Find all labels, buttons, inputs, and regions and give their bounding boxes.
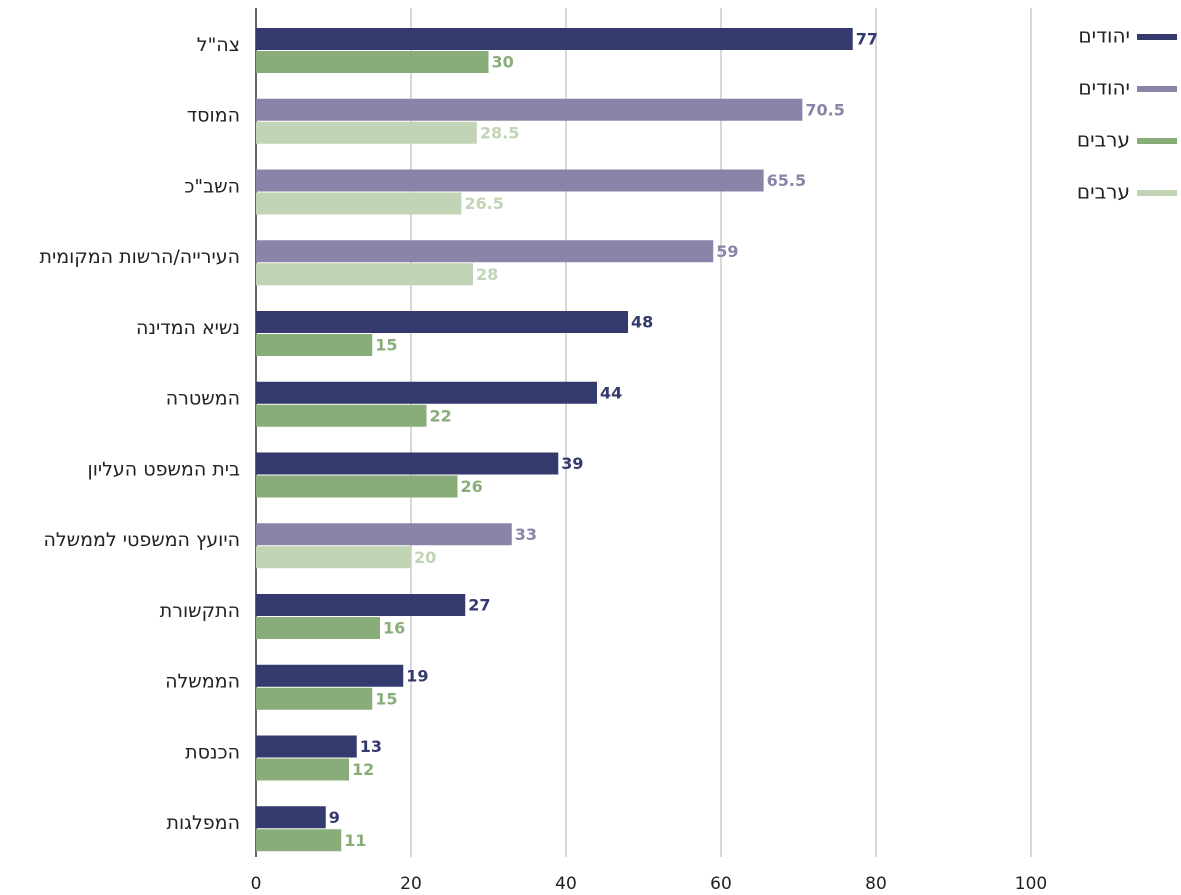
value-label: 65.5: [767, 171, 806, 190]
y-tick-label: השב"כ: [184, 175, 240, 197]
bar: [256, 51, 489, 73]
bar: [256, 192, 462, 215]
x-tick-label: 20: [400, 874, 422, 894]
value-label: 70.5: [805, 100, 844, 119]
legend-label: ערבים: [1077, 180, 1130, 204]
bar: [256, 829, 342, 852]
value-label: 26.5: [464, 194, 503, 213]
y-tick-label: המוסד: [187, 105, 240, 127]
value-label: 15: [375, 689, 397, 708]
value-label: 19: [406, 666, 428, 685]
bar: [256, 404, 427, 427]
bar: [256, 452, 559, 475]
bar: [256, 758, 349, 781]
bar: [256, 169, 764, 192]
value-label: 44: [600, 383, 622, 402]
value-label: 22: [430, 406, 452, 425]
value-label: 15: [375, 336, 397, 355]
value-label: 27: [468, 596, 490, 615]
y-tick-label: העירייה/הרשות המקומית: [39, 246, 240, 268]
y-tick-label: המפלגות: [167, 812, 240, 834]
value-label: 33: [515, 525, 537, 544]
bar: [256, 28, 853, 50]
value-label: 59: [716, 242, 738, 261]
y-tick-label: נשיא המדינה: [136, 317, 240, 339]
value-label: 39: [561, 454, 583, 473]
legend-label: יהודים: [1078, 24, 1130, 48]
bar: [256, 263, 473, 286]
value-label: 26: [461, 477, 483, 496]
bar: [256, 523, 512, 546]
x-tick-label: 60: [710, 874, 732, 894]
bar: [256, 735, 357, 758]
y-tick-label: התקשורת: [160, 600, 240, 622]
legend-label: ערבים: [1077, 128, 1130, 152]
y-tick-label: המשטרה: [166, 388, 240, 410]
value-label: 11: [344, 831, 366, 850]
bar: [256, 311, 628, 333]
x-tick-label: 0: [251, 874, 262, 894]
y-tick-label: היועץ המשפטי לממשלה: [43, 529, 240, 551]
bar: [256, 381, 597, 404]
value-label: 12: [352, 760, 374, 779]
value-label: 48: [631, 313, 653, 332]
value-label: 20: [414, 548, 436, 567]
bar: [256, 334, 373, 356]
x-tick-label: 40: [555, 874, 577, 894]
legend-label: יהודים: [1078, 76, 1130, 100]
bar: [256, 240, 714, 263]
value-label: 28: [476, 265, 498, 284]
bar: [256, 475, 458, 498]
y-tick-label: צה"ל: [197, 34, 240, 56]
bar: [256, 664, 404, 687]
x-tick-label: 80: [865, 874, 887, 894]
y-tick-label: הכנסת: [185, 741, 240, 763]
value-label: 9: [329, 808, 340, 827]
x-tick-label: 100: [1015, 874, 1047, 894]
value-label: 77: [856, 30, 878, 49]
value-label: 30: [492, 53, 514, 72]
bar: [256, 617, 380, 639]
bar: [256, 546, 411, 569]
bar: [256, 98, 803, 121]
y-tick-label: בית המשפט העליון: [88, 458, 240, 480]
value-label: 28.5: [480, 123, 519, 142]
y-tick-label: הממשלה: [165, 671, 240, 693]
bar: [256, 594, 466, 616]
bar: [256, 806, 326, 829]
bar: [256, 121, 477, 144]
value-label: 13: [360, 737, 382, 756]
value-label: 16: [383, 619, 405, 638]
bar: [256, 687, 373, 710]
